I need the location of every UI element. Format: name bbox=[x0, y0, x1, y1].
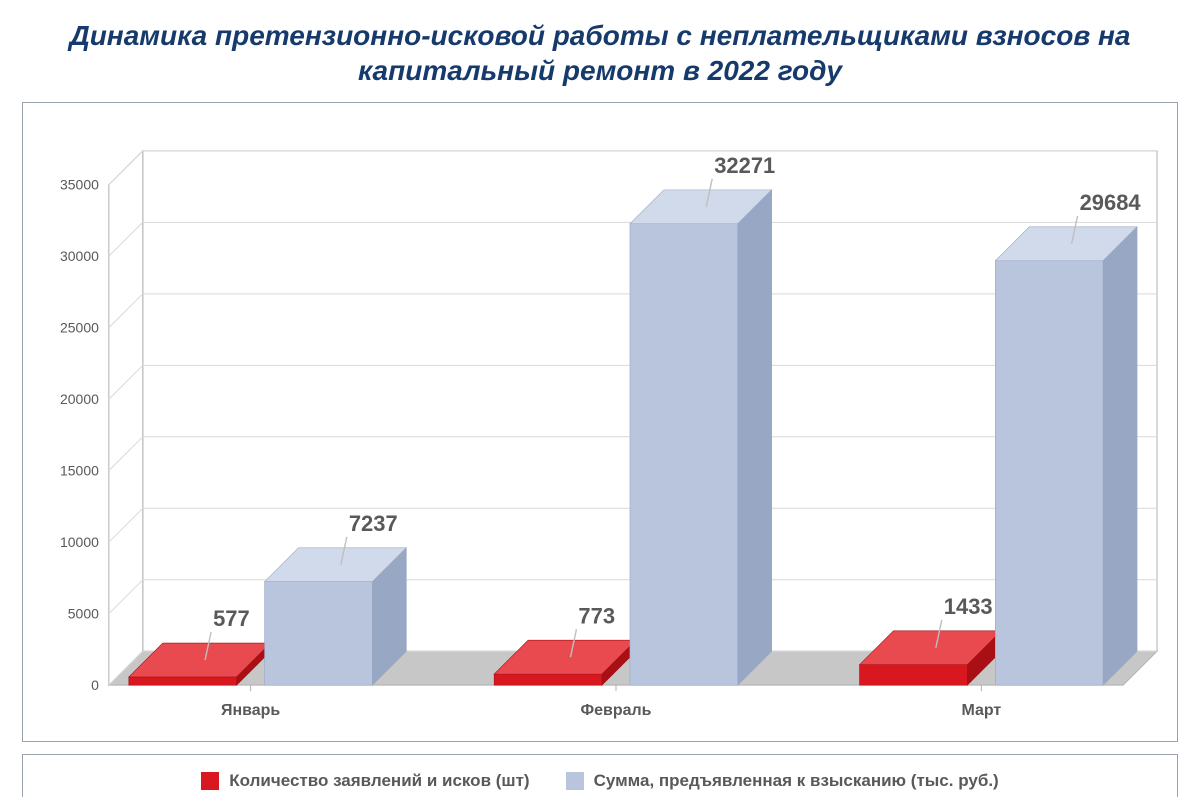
legend-item-series-1: Количество заявлений и исков (шт) bbox=[201, 771, 529, 791]
svg-text:20000: 20000 bbox=[60, 391, 99, 407]
svg-text:35000: 35000 bbox=[60, 177, 99, 193]
legend-item-series-2: Сумма, предъявленная к взысканию (тыс. р… bbox=[566, 771, 999, 791]
chart-title: Динамика претензионно-исковой работы с н… bbox=[0, 0, 1200, 94]
chart-container: 0 5000 10000 15000 20000 25000 30000 35000 Январ… bbox=[22, 102, 1178, 742]
svg-text:25000: 25000 bbox=[60, 320, 99, 336]
svg-text:10000: 10000 bbox=[60, 534, 99, 550]
svg-text:Февраль: Февраль bbox=[581, 702, 652, 719]
svg-text:7237: 7237 bbox=[349, 511, 398, 536]
svg-text:Март: Март bbox=[961, 702, 1001, 719]
legend-swatch-1 bbox=[201, 772, 219, 790]
svg-text:0: 0 bbox=[91, 677, 99, 693]
bar-chart: 0 5000 10000 15000 20000 25000 30000 35000 Январ… bbox=[23, 103, 1177, 741]
legend-swatch-2 bbox=[566, 772, 584, 790]
legend-label-2: Сумма, предъявленная к взысканию (тыс. р… bbox=[594, 771, 999, 791]
svg-text:15000: 15000 bbox=[60, 463, 99, 479]
legend-label-1: Количество заявлений и исков (шт) bbox=[229, 771, 529, 791]
svg-text:30000: 30000 bbox=[60, 248, 99, 264]
svg-text:773: 773 bbox=[578, 603, 615, 628]
svg-text:29684: 29684 bbox=[1080, 190, 1142, 215]
svg-text:1433: 1433 bbox=[944, 594, 993, 619]
svg-text:577: 577 bbox=[213, 606, 250, 631]
svg-text:5000: 5000 bbox=[68, 606, 99, 622]
legend: Количество заявлений и исков (шт) Сумма,… bbox=[22, 754, 1178, 797]
svg-text:32271: 32271 bbox=[714, 153, 775, 178]
svg-text:Январь: Январь bbox=[221, 702, 280, 719]
